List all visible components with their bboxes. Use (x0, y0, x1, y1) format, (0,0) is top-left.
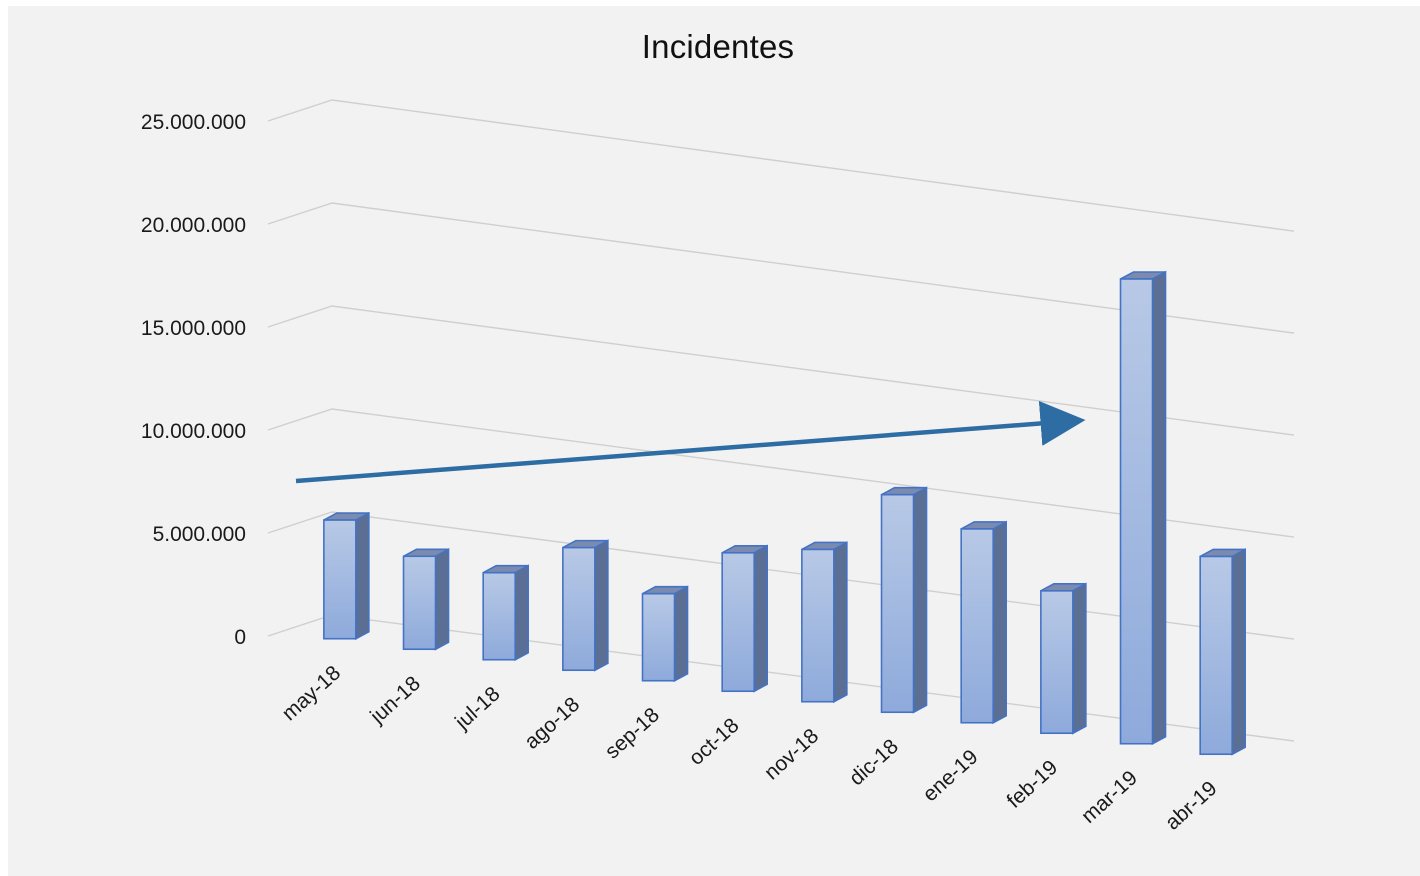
x-tick-label: dic-18 (845, 735, 903, 790)
x-tick-label: sep-18 (601, 703, 664, 763)
bar-front (1199, 555, 1233, 756)
bar-side (1151, 270, 1167, 746)
y-axis-ticks: 0 5.000.000 10.000.000 15.000.000 20.000.000… (141, 111, 246, 649)
bar (482, 564, 529, 662)
bar (1119, 270, 1167, 746)
x-tick-label: ene-19 (919, 745, 983, 806)
gridline (267, 99, 1295, 232)
gridlines (267, 99, 1295, 742)
bar-side (434, 547, 450, 651)
gridline (267, 305, 1295, 436)
gridline (267, 202, 1295, 334)
bar-side (1231, 548, 1246, 756)
bar-front (960, 528, 994, 724)
bar-side (1072, 582, 1087, 735)
bar (721, 544, 768, 693)
y-tick-label: 15.000.000 (141, 317, 246, 340)
bar-front (323, 519, 357, 640)
bar-side (355, 511, 370, 641)
chart-title: Incidentes (641, 28, 795, 65)
bar-side (912, 486, 928, 714)
chart-area (8, 6, 1420, 876)
y-tick-label: 0 (234, 626, 246, 649)
bar (641, 585, 689, 683)
bar (1199, 548, 1246, 756)
x-tick-label: may-18 (278, 661, 345, 725)
x-tick-label: jul-18 (450, 682, 504, 734)
bar (1040, 582, 1087, 735)
bar-front (1040, 590, 1074, 735)
x-tick-label: abr-19 (1161, 777, 1222, 835)
x-tick-label: mar-19 (1077, 766, 1142, 828)
x-tick-label: feb-19 (1003, 756, 1063, 813)
bar-side (833, 541, 848, 704)
bar-front (562, 546, 596, 672)
x-tick-label: nov-18 (760, 724, 823, 784)
x-tick-label: jun-18 (365, 672, 425, 729)
bar-front (880, 493, 915, 714)
y-tick-label: 20.000.000 (141, 214, 246, 237)
bar (960, 520, 1007, 725)
bar-front (641, 592, 676, 682)
x-tick-label: oct-18 (685, 714, 744, 770)
bar-side (594, 539, 609, 672)
bar-front (801, 548, 835, 703)
trend-arrow (295, 400, 1086, 484)
y-tick-label: 5.000.000 (153, 523, 246, 546)
bar-side (673, 585, 689, 683)
bar (562, 539, 609, 672)
bar-side (992, 520, 1007, 725)
bar (323, 511, 370, 641)
bar-front (482, 571, 516, 661)
bar (801, 541, 848, 704)
bars (323, 270, 1246, 756)
bar-side (753, 544, 768, 693)
bar-side (514, 564, 529, 662)
y-tick-label: 10.000.000 (141, 420, 246, 443)
gridline (267, 408, 1295, 538)
annotations (295, 400, 1086, 484)
bar-front (1119, 278, 1154, 745)
bar (402, 547, 450, 651)
bar-front (402, 555, 437, 651)
bar (880, 486, 928, 714)
x-tick-label: ago-18 (520, 693, 584, 754)
bar-front (721, 551, 755, 693)
y-tick-label: 25.000.000 (141, 111, 246, 134)
